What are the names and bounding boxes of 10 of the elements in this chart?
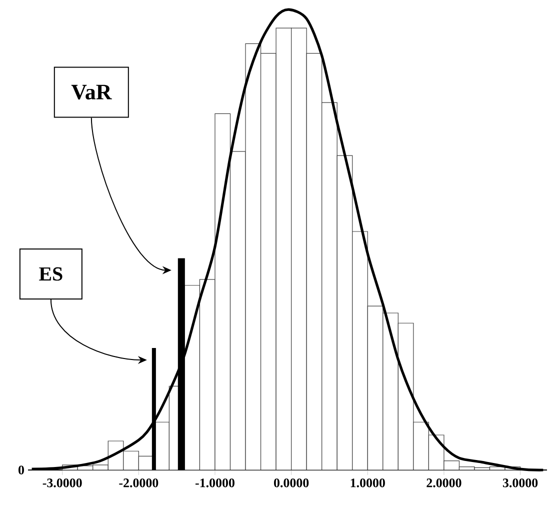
text: 0 [18, 466, 24, 474]
x-tick-label: 3.0000 [502, 478, 538, 488]
x-tick-label: -3.0000 [42, 478, 82, 488]
x-tick-label: 0.0000 [274, 478, 309, 488]
annotation: VaR [71, 84, 112, 100]
annotation: ES [39, 267, 62, 281]
x-tick-label: -1.0000 [195, 478, 234, 488]
x-tick-label: -2.0000 [119, 478, 158, 488]
x-tick-label: 1.0000 [350, 478, 385, 488]
x-tick-label: 2.0000 [426, 478, 462, 488]
